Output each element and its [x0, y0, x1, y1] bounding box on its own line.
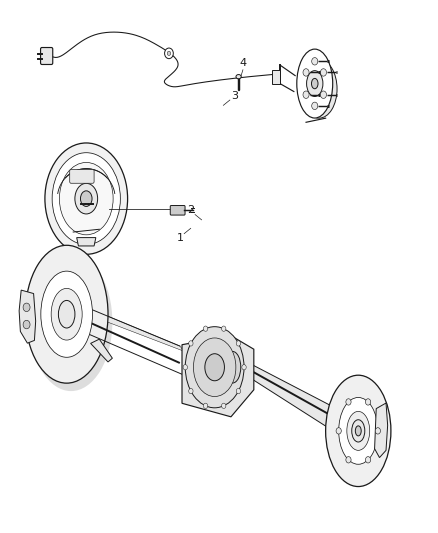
Ellipse shape: [205, 354, 224, 381]
Circle shape: [189, 389, 193, 394]
Ellipse shape: [307, 71, 323, 96]
Ellipse shape: [52, 152, 120, 245]
Ellipse shape: [327, 385, 381, 477]
Ellipse shape: [25, 245, 108, 383]
Circle shape: [346, 399, 351, 405]
Circle shape: [236, 341, 240, 346]
Text: 4: 4: [240, 59, 247, 68]
Text: 3: 3: [231, 91, 238, 101]
Circle shape: [203, 326, 208, 332]
Circle shape: [203, 403, 208, 408]
Polygon shape: [77, 238, 96, 246]
Circle shape: [189, 341, 193, 346]
Circle shape: [365, 399, 371, 405]
Ellipse shape: [355, 426, 361, 436]
Polygon shape: [374, 403, 388, 458]
Polygon shape: [244, 360, 354, 444]
Circle shape: [312, 58, 318, 65]
Circle shape: [303, 91, 309, 99]
Circle shape: [242, 365, 246, 370]
Ellipse shape: [41, 271, 92, 357]
Circle shape: [165, 48, 173, 59]
FancyBboxPatch shape: [170, 206, 185, 215]
Circle shape: [23, 303, 30, 312]
Text: 1: 1: [177, 233, 184, 243]
Circle shape: [303, 69, 309, 76]
Ellipse shape: [339, 398, 378, 464]
FancyBboxPatch shape: [41, 47, 53, 64]
Polygon shape: [19, 290, 35, 343]
Ellipse shape: [301, 60, 337, 118]
Circle shape: [321, 91, 326, 99]
Ellipse shape: [51, 288, 82, 340]
Ellipse shape: [185, 327, 244, 408]
Text: 2: 2: [187, 205, 194, 215]
Ellipse shape: [236, 75, 241, 79]
Ellipse shape: [58, 301, 75, 328]
Polygon shape: [182, 336, 254, 417]
Polygon shape: [71, 301, 184, 351]
Circle shape: [236, 389, 240, 394]
Ellipse shape: [32, 254, 102, 375]
Circle shape: [23, 320, 30, 329]
Ellipse shape: [81, 191, 92, 206]
Ellipse shape: [297, 49, 333, 118]
FancyBboxPatch shape: [70, 169, 94, 183]
Ellipse shape: [194, 338, 236, 397]
Ellipse shape: [60, 163, 113, 235]
Circle shape: [346, 457, 351, 463]
Ellipse shape: [325, 375, 391, 487]
Circle shape: [365, 457, 371, 463]
Circle shape: [321, 69, 326, 76]
Ellipse shape: [347, 411, 370, 450]
Polygon shape: [91, 339, 113, 362]
Ellipse shape: [352, 419, 365, 442]
Circle shape: [167, 51, 171, 55]
Circle shape: [312, 102, 318, 110]
Circle shape: [183, 365, 187, 370]
FancyBboxPatch shape: [272, 70, 280, 84]
Ellipse shape: [75, 183, 98, 214]
Circle shape: [336, 427, 341, 434]
Ellipse shape: [45, 143, 127, 254]
Circle shape: [222, 403, 226, 408]
Circle shape: [375, 427, 381, 434]
Ellipse shape: [311, 78, 318, 88]
Ellipse shape: [30, 253, 113, 391]
Ellipse shape: [224, 351, 241, 383]
Circle shape: [222, 326, 226, 332]
